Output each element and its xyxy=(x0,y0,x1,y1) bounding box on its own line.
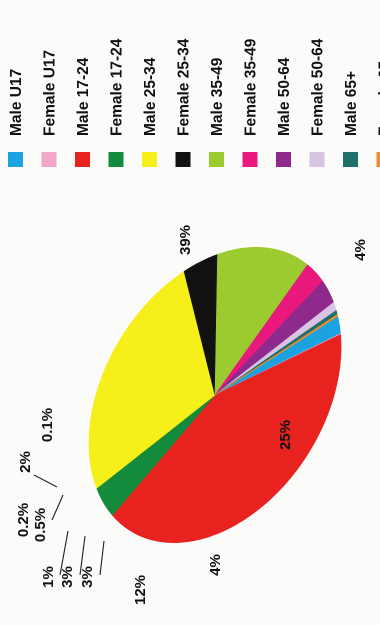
slice-value-label: 12% xyxy=(132,575,149,605)
legend-item-female-35-49: Female 35-49 xyxy=(242,38,260,167)
slice-value-label: 0.2% xyxy=(15,503,32,537)
leader-line xyxy=(51,494,64,521)
legend-item-male-65-: Male 65+ xyxy=(343,71,360,167)
slice-value-label: 1% xyxy=(40,566,57,588)
slice-value-label: 4% xyxy=(207,554,224,576)
legend-swatch xyxy=(41,152,57,167)
slice-value-label: 3% xyxy=(59,566,76,588)
pie-slice-female-25-34 xyxy=(183,254,218,396)
legend-label: Female 17-24 xyxy=(109,38,126,136)
legend-label: Female U17 xyxy=(42,50,59,136)
legend-swatch xyxy=(142,152,157,167)
legend-label: Male 25-34 xyxy=(142,57,159,136)
legend-swatch xyxy=(75,152,90,167)
leader-line xyxy=(59,530,69,576)
legend-label: Male 35-49 xyxy=(209,57,226,136)
legend-item-male-35-49: Male 35-49 xyxy=(209,57,226,167)
legend-swatch xyxy=(376,152,380,167)
legend-label: Female 65+ xyxy=(377,52,380,136)
slice-value-label: 25% xyxy=(277,420,294,450)
percentage-labels: 2%0.1%39% 4%25%4%12%3%3%1%0.5%0.2% xyxy=(15,225,369,605)
pie-slice-male-25-34 xyxy=(88,270,216,489)
legend-label: Female 50-64 xyxy=(310,38,327,136)
legend-item-male-50-64: Male 50-64 xyxy=(276,57,293,167)
slice-value-label: 2% xyxy=(17,451,34,473)
legend-label: Male 65+ xyxy=(343,71,360,136)
leader-line xyxy=(99,540,105,576)
legend-item-male-u17: Male U17 xyxy=(8,69,25,167)
legend-swatch xyxy=(343,152,358,167)
slice-value-label: 39% xyxy=(177,225,194,255)
legend-swatch xyxy=(242,152,258,167)
pie-slice-female-17-24 xyxy=(96,394,216,516)
pie-slice-male-35-49 xyxy=(214,247,308,396)
slice-value-label: 4% xyxy=(352,239,369,261)
legend-label: Male U17 xyxy=(8,69,25,136)
pie-slice-male-50-64 xyxy=(214,280,335,396)
slice-value-label: 3% xyxy=(79,566,96,588)
legend-item-male-17-24: Male 17-24 xyxy=(75,57,92,167)
legend-label: Female 25-34 xyxy=(176,38,193,136)
legend-swatch xyxy=(276,152,291,167)
legend-swatch xyxy=(108,152,124,167)
legend: Male U17 Female U17 Male 17-24 Female 17-24… xyxy=(8,38,380,167)
legend-label: Female 35-49 xyxy=(243,38,260,136)
slice-value-label: 0.5% xyxy=(32,508,49,542)
pie-slice-female-35-49 xyxy=(214,264,324,396)
legend-label: Male 17-24 xyxy=(75,57,92,136)
legend-label: Male 50-64 xyxy=(276,57,293,136)
leader-line xyxy=(79,535,86,576)
legend-swatch xyxy=(175,152,191,167)
leader-line xyxy=(33,474,58,488)
legend-item-male-25-34: Male 25-34 xyxy=(142,57,159,167)
leader-lines xyxy=(33,474,105,576)
legend-item-female-65-: Female 65+ xyxy=(376,52,380,167)
slice-value-label: 0.1% xyxy=(39,408,56,442)
pie xyxy=(88,247,342,543)
legend-swatch xyxy=(209,152,224,167)
legend-swatch xyxy=(8,152,23,167)
legend-item-female-u17: Female U17 xyxy=(41,50,59,167)
legend-item-female-25-34: Female 25-34 xyxy=(175,38,193,167)
legend-item-female-50-64: Female 50-64 xyxy=(309,38,327,167)
pie-slice-male-17-24 xyxy=(111,334,342,543)
pie-slice-female-65- xyxy=(214,314,339,396)
legend-swatch xyxy=(309,152,325,167)
legend-item-female-17-24: Female 17-24 xyxy=(108,38,126,167)
